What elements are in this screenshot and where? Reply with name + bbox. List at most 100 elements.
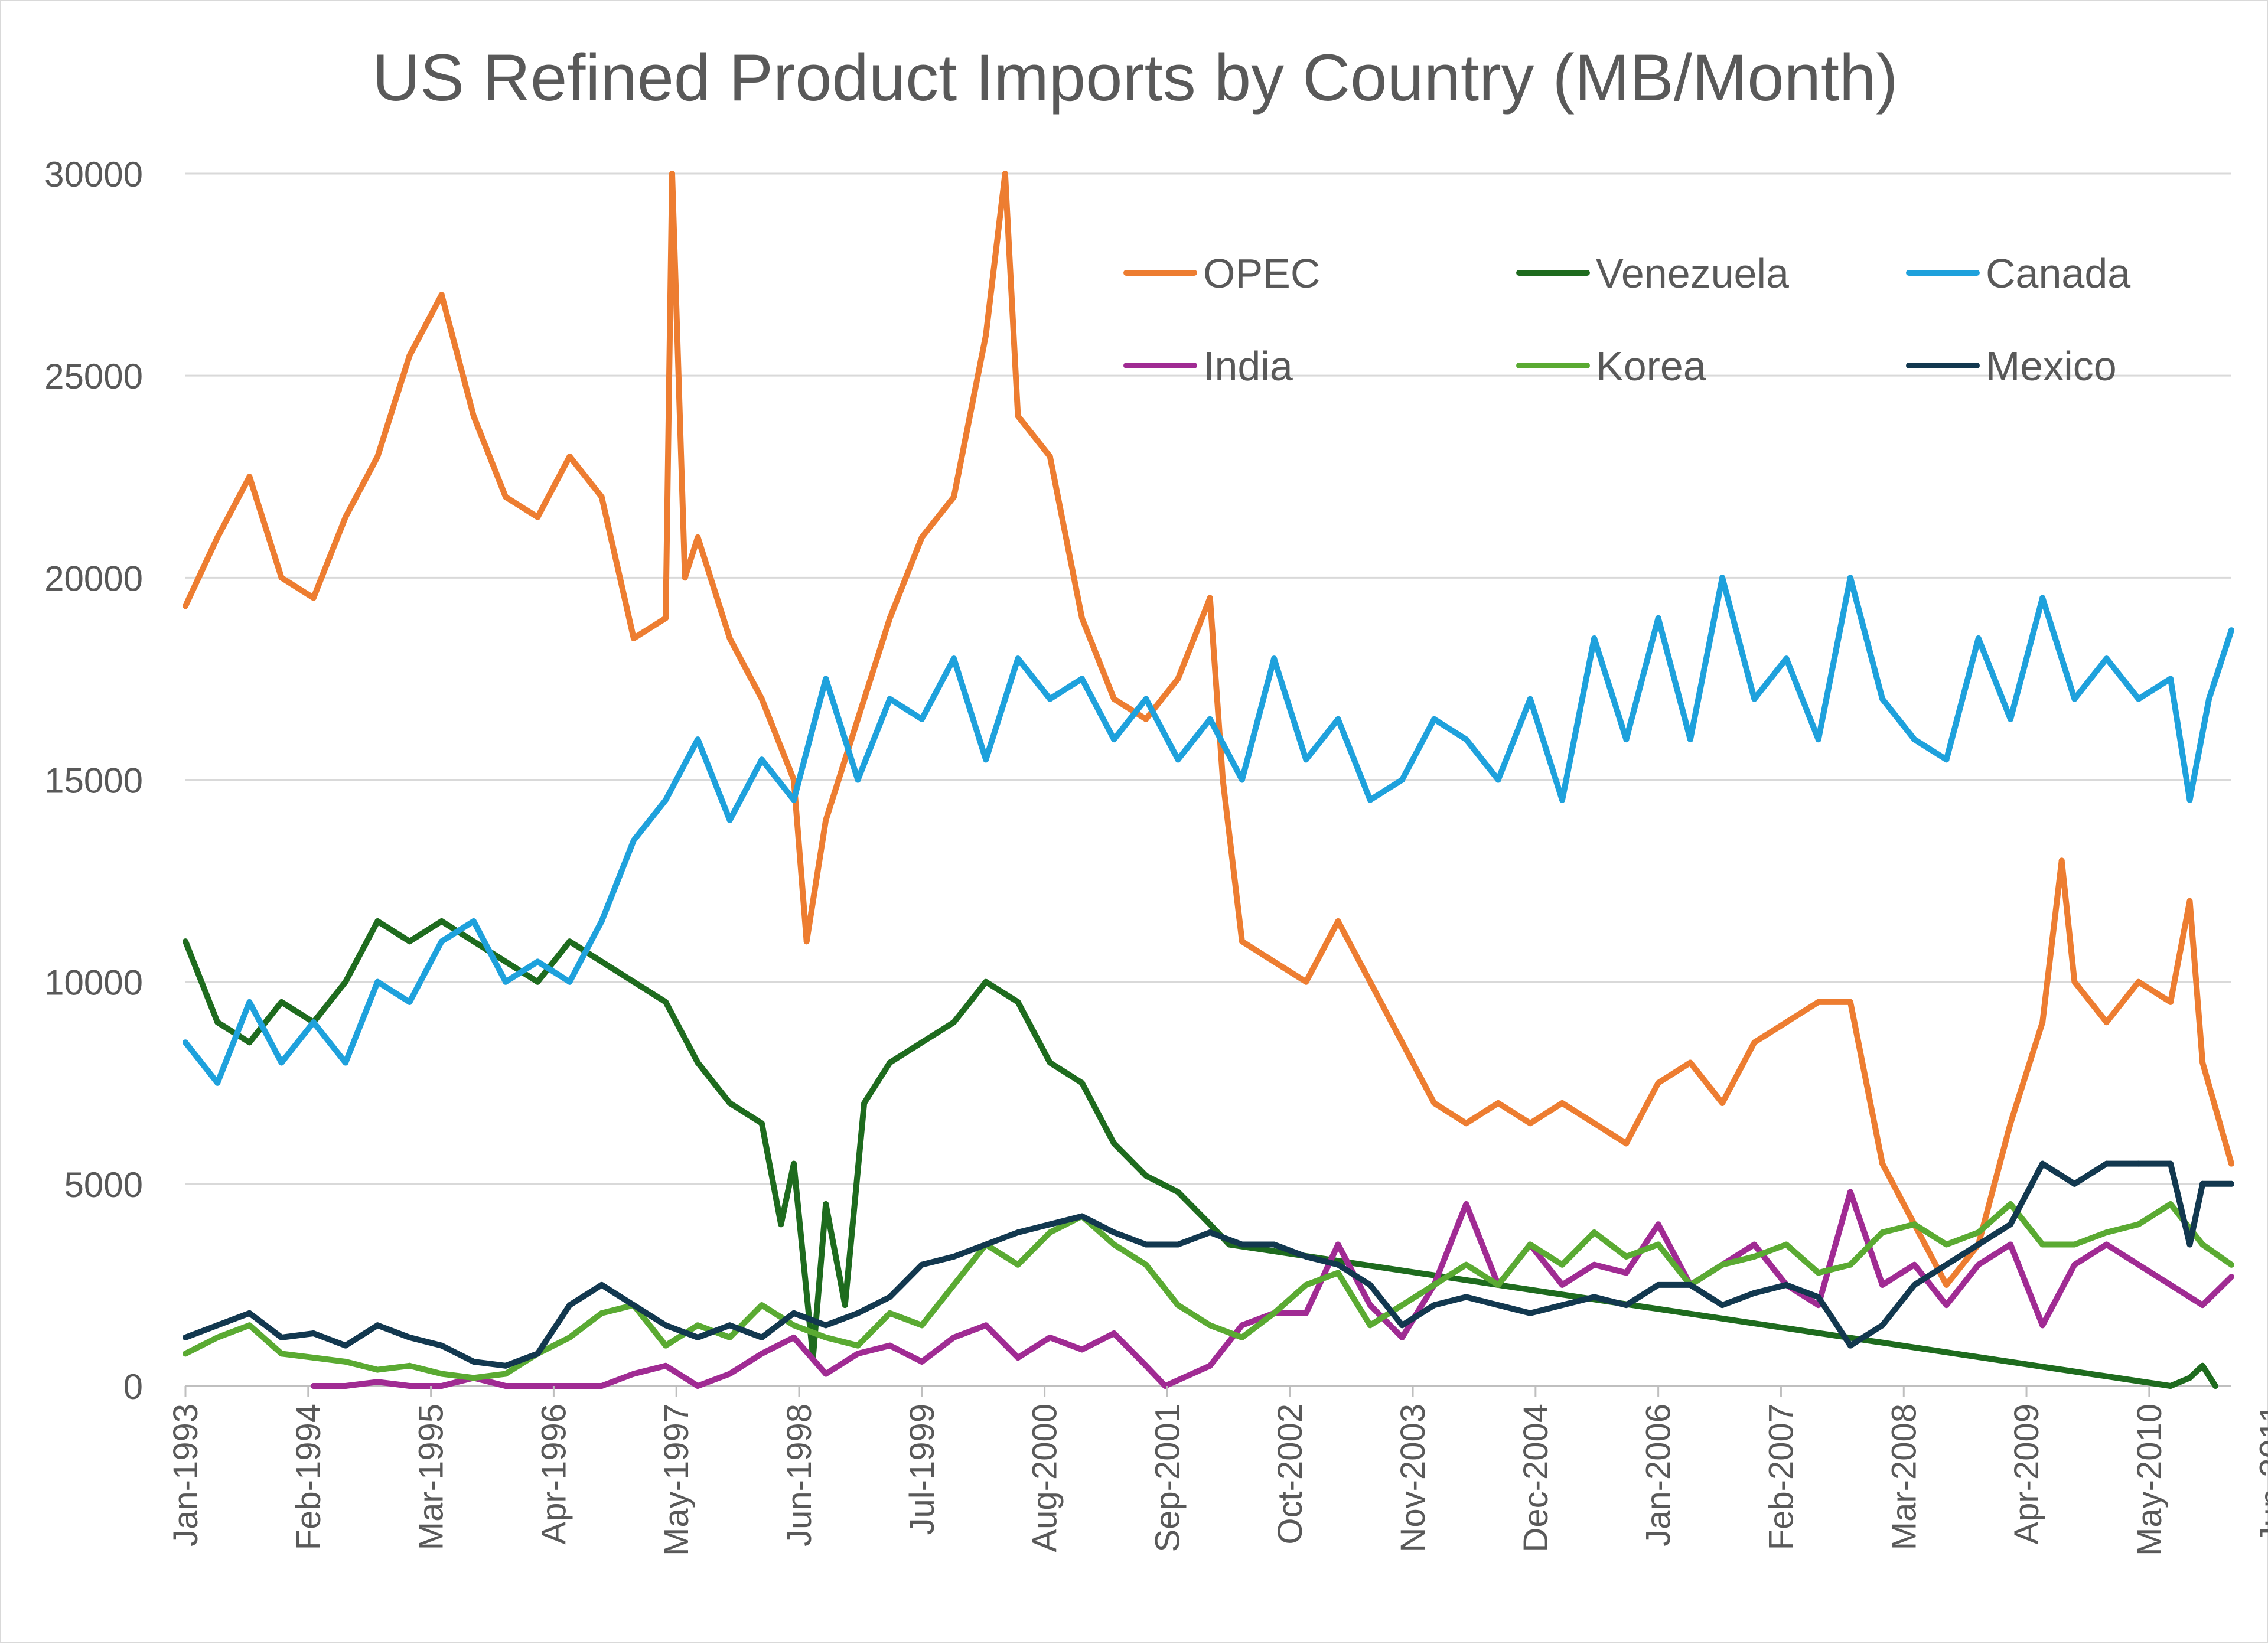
data-point-venezuela [535, 978, 541, 985]
data-point-india [1207, 1362, 1213, 1369]
data-point-korea [887, 1310, 893, 1316]
data-point-canada [310, 1019, 317, 1026]
data-point-mexico [374, 1322, 381, 1329]
data-point-opec [278, 575, 285, 581]
data-point-venezuela [1207, 1221, 1213, 1228]
data-point-korea [1655, 1241, 1661, 1248]
data-point-india [1239, 1322, 1245, 1329]
data-point-opec [1271, 958, 1278, 965]
data-point-opec [1303, 978, 1309, 985]
data-point-canada [918, 716, 925, 722]
data-point-mexico [1559, 1302, 1565, 1309]
x-tick-label: Apr-1996 [535, 1404, 573, 1545]
data-point-opec [438, 292, 445, 298]
data-point-opec [1815, 999, 1821, 1005]
x-tick-label: Jul-1999 [903, 1404, 941, 1535]
data-point-korea [695, 1322, 701, 1329]
data-point-korea [246, 1322, 253, 1329]
data-point-india [1367, 1302, 1373, 1309]
data-point-canada [1078, 676, 1085, 682]
data-point-venezuela [1047, 1059, 1053, 1066]
data-point-canada [1431, 716, 1438, 722]
data-point-mexico [1527, 1310, 1533, 1316]
data-point-canada [951, 655, 957, 662]
data-point-mexico [1399, 1322, 1405, 1329]
data-point-venezuela [791, 1160, 797, 1167]
data-point-india [1015, 1355, 1021, 1361]
data-point-mexico [438, 1342, 445, 1349]
data-point-opec [470, 413, 477, 419]
data-point-venezuela [470, 938, 477, 945]
data-point-venezuela [566, 938, 573, 945]
data-point-canada [1399, 777, 1405, 783]
data-point-venezuela [1111, 1140, 1117, 1147]
data-point-india [2039, 1322, 2046, 1329]
x-tick-label: Mar-2008 [1885, 1404, 1923, 1550]
data-point-mexico [2071, 1180, 2078, 1187]
data-point-opec [1175, 676, 1181, 682]
data-point-korea [1367, 1322, 1373, 1329]
data-point-venezuela [630, 978, 637, 985]
data-point-korea [2008, 1201, 2013, 1207]
data-point-opec [1847, 999, 1853, 1005]
data-point-opec [2168, 999, 2174, 1005]
data-point-india [598, 1383, 605, 1389]
data-point-canada [343, 1059, 348, 1066]
data-point-korea [1175, 1302, 1181, 1309]
data-point-canada [695, 736, 701, 743]
y-tick-label: 30000 [44, 155, 143, 194]
data-point-india [2228, 1274, 2234, 1280]
data-point-mexico [535, 1351, 541, 1357]
data-point-india [663, 1362, 669, 1369]
data-point-canada [278, 1059, 285, 1066]
data-point-mexico [1303, 1254, 1309, 1260]
data-point-korea [918, 1322, 925, 1329]
data-point-india [918, 1358, 925, 1365]
data-point-mexico [1271, 1241, 1278, 1248]
data-point-india [438, 1383, 445, 1389]
data-point-mexico [1911, 1281, 1918, 1288]
data-point-canada [1719, 575, 1726, 581]
series-line-india [310, 1189, 2234, 1389]
data-point-india [1303, 1310, 1309, 1316]
data-point-canada [214, 1079, 221, 1086]
data-point-canada [246, 999, 253, 1005]
grid-lines [185, 172, 2231, 1387]
data-point-opec [695, 534, 701, 540]
data-point-mexico [695, 1334, 701, 1340]
data-point-canada [1271, 655, 1278, 662]
data-point-venezuela [246, 1039, 253, 1046]
data-point-opec [374, 454, 381, 459]
data-point-mexico [2008, 1221, 2013, 1228]
data-point-mexico [887, 1294, 893, 1300]
data-point-canada [1335, 716, 1341, 722]
data-point-mexico [1463, 1294, 1469, 1300]
data-point-korea [183, 1351, 188, 1357]
data-point-opec [566, 454, 573, 459]
data-point-india [1559, 1281, 1565, 1288]
data-point-canada [1623, 736, 1630, 743]
data-point-venezuela [1078, 1079, 1085, 1086]
data-point-india [1879, 1281, 1886, 1288]
data-point-mexico [1623, 1302, 1630, 1309]
data-point-korea [1143, 1261, 1149, 1268]
data-point-opec [669, 171, 675, 177]
data-point-canada [1751, 696, 1758, 702]
data-point-canada [183, 1039, 188, 1046]
data-point-opec [246, 474, 253, 480]
data-point-mexico [2228, 1180, 2234, 1187]
data-point-korea [503, 1371, 509, 1377]
data-point-canada [1687, 736, 1693, 743]
data-point-canada [470, 918, 477, 924]
x-tick-label: Sep-2001 [1148, 1404, 1187, 1552]
data-point-korea [1815, 1270, 1821, 1276]
data-point-opec [1047, 454, 1053, 459]
data-point-mexico [1655, 1281, 1661, 1288]
data-point-venezuela [1015, 999, 1021, 1005]
data-point-canada [1591, 635, 1598, 641]
data-point-opec [406, 353, 413, 358]
data-point-canada [855, 777, 861, 783]
data-point-india [1911, 1261, 1918, 1268]
data-point-canada [535, 958, 541, 965]
